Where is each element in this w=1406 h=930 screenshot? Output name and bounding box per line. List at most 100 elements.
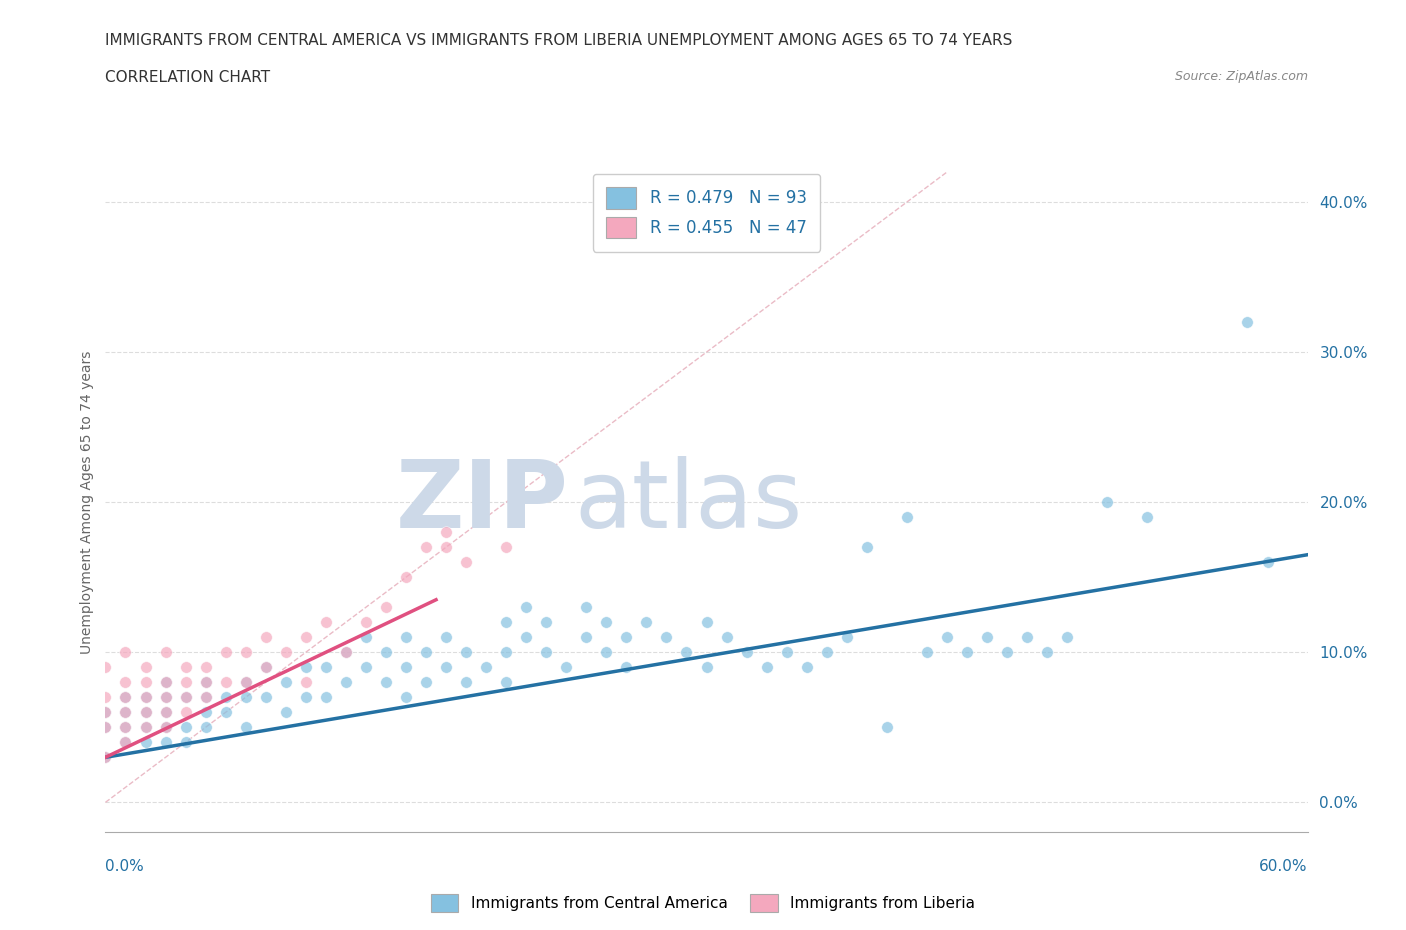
Point — [94, 720, 117, 735]
Point — [534, 644, 557, 659]
Point — [174, 675, 197, 690]
Point — [174, 735, 197, 750]
Point — [114, 705, 136, 720]
Point — [395, 660, 418, 675]
Point — [434, 630, 457, 644]
Point — [1036, 644, 1059, 659]
Point — [534, 615, 557, 630]
Point — [155, 720, 177, 735]
Point — [936, 630, 959, 644]
Point — [254, 630, 277, 644]
Point — [155, 705, 177, 720]
Legend: R = 0.479   N = 93, R = 0.455   N = 47: R = 0.479 N = 93, R = 0.455 N = 47 — [593, 174, 820, 252]
Point — [796, 660, 818, 675]
Point — [114, 705, 136, 720]
Point — [235, 720, 257, 735]
Point — [114, 690, 136, 705]
Point — [835, 630, 858, 644]
Point — [1236, 314, 1258, 329]
Point — [515, 600, 537, 615]
Point — [295, 660, 318, 675]
Point — [655, 630, 678, 644]
Point — [114, 690, 136, 705]
Point — [274, 644, 297, 659]
Point — [475, 660, 498, 675]
Point — [295, 690, 318, 705]
Point — [135, 690, 157, 705]
Point — [194, 660, 217, 675]
Point — [155, 675, 177, 690]
Point — [114, 644, 136, 659]
Point — [254, 660, 277, 675]
Point — [235, 644, 257, 659]
Point — [1257, 555, 1279, 570]
Point — [235, 690, 257, 705]
Point — [374, 675, 398, 690]
Point — [335, 675, 357, 690]
Point — [174, 660, 197, 675]
Point — [94, 690, 117, 705]
Point — [735, 644, 758, 659]
Point — [135, 660, 157, 675]
Point — [254, 690, 277, 705]
Point — [114, 675, 136, 690]
Point — [675, 644, 697, 659]
Point — [114, 720, 136, 735]
Point — [1056, 630, 1078, 644]
Point — [434, 539, 457, 554]
Point — [155, 675, 177, 690]
Point — [515, 630, 537, 644]
Point — [354, 660, 377, 675]
Point — [374, 600, 398, 615]
Point — [1097, 495, 1119, 510]
Point — [696, 660, 718, 675]
Point — [374, 644, 398, 659]
Legend: Immigrants from Central America, Immigrants from Liberia: Immigrants from Central America, Immigra… — [425, 888, 981, 918]
Point — [454, 555, 477, 570]
Point — [575, 600, 598, 615]
Point — [976, 630, 998, 644]
Point — [194, 690, 217, 705]
Point — [995, 644, 1018, 659]
Point — [194, 675, 217, 690]
Point — [194, 705, 217, 720]
Point — [354, 630, 377, 644]
Point — [915, 644, 938, 659]
Point — [495, 615, 517, 630]
Point — [235, 675, 257, 690]
Point — [395, 690, 418, 705]
Point — [214, 644, 236, 659]
Point — [295, 675, 318, 690]
Point — [876, 720, 898, 735]
Text: IMMIGRANTS FROM CENTRAL AMERICA VS IMMIGRANTS FROM LIBERIA UNEMPLOYMENT AMONG AG: IMMIGRANTS FROM CENTRAL AMERICA VS IMMIG… — [105, 33, 1012, 47]
Point — [94, 720, 117, 735]
Point — [194, 690, 217, 705]
Point — [434, 525, 457, 539]
Point — [94, 750, 117, 764]
Point — [214, 675, 236, 690]
Point — [315, 690, 337, 705]
Text: Source: ZipAtlas.com: Source: ZipAtlas.com — [1174, 70, 1308, 83]
Point — [896, 510, 918, 525]
Point — [434, 660, 457, 675]
Text: 60.0%: 60.0% — [1260, 858, 1308, 874]
Point — [155, 720, 177, 735]
Point — [274, 675, 297, 690]
Point — [335, 644, 357, 659]
Point — [415, 675, 437, 690]
Point — [155, 644, 177, 659]
Point — [94, 750, 117, 764]
Point — [815, 644, 838, 659]
Point — [315, 615, 337, 630]
Point — [135, 705, 157, 720]
Point — [755, 660, 778, 675]
Point — [776, 644, 799, 659]
Point — [174, 705, 197, 720]
Point — [855, 539, 877, 554]
Point — [395, 570, 418, 585]
Point — [415, 539, 437, 554]
Point — [495, 539, 517, 554]
Point — [214, 705, 236, 720]
Point — [274, 705, 297, 720]
Point — [395, 630, 418, 644]
